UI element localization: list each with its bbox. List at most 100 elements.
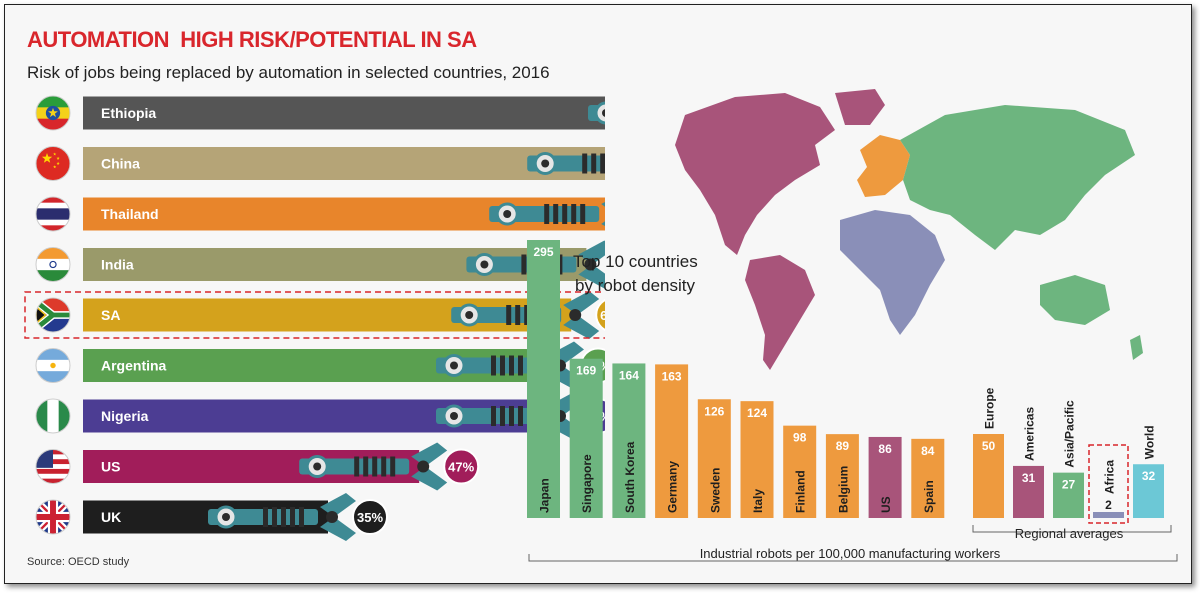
density-bar-group: 89 Belgium (825, 434, 859, 518)
regional-bar-group: 32 World (1133, 425, 1164, 518)
density-bar-group: 84 Spain (911, 438, 945, 518)
risk-value-badge (595, 298, 605, 332)
density-bar (697, 399, 731, 518)
density-category-label: South Korea (623, 441, 637, 513)
density-bar (868, 436, 902, 518)
regional-bar (1013, 465, 1044, 518)
density-bar (612, 363, 646, 518)
page-subtitle: Risk of jobs being replaced by automatio… (27, 63, 550, 82)
risk-value-badge (443, 448, 480, 485)
density-value-label: 169 (576, 364, 596, 378)
regional-bar (973, 434, 1004, 518)
africa-highlight-box (1088, 444, 1129, 524)
map-asia (900, 105, 1135, 250)
density-category-label: Finland (794, 470, 808, 513)
density-category-label: Spain (922, 480, 936, 513)
density-bar-group: 124 Italy (740, 401, 774, 518)
density-axis-bracket (528, 554, 1178, 562)
density-bar (825, 434, 859, 518)
density-value-label: 295 (533, 245, 553, 259)
regional-bar (1053, 472, 1084, 518)
density-bar-group: 164 South Korea (612, 363, 646, 518)
density-bar (911, 438, 945, 518)
density-value-label: 126 (704, 404, 724, 418)
density-bar (740, 401, 774, 518)
regional-bar-group: 31 Americas (1013, 407, 1044, 518)
regional-category-label: Asia/Pacific (1063, 400, 1077, 468)
infographic-frame: AUTOMATION HIGH RISK/POTENTIAL IN SA Ris… (4, 4, 1192, 584)
risk-row: Ethiopia85% (35, 95, 605, 131)
risk-category-label: SA (101, 307, 120, 323)
regional-value-label: 32 (1142, 469, 1156, 483)
regional-bar-group: 2 Africa (1088, 444, 1129, 524)
density-bar-group: 295 Japan (527, 240, 560, 518)
density-category-label: Germany (666, 461, 680, 513)
risk-value-label: 47% (448, 460, 474, 475)
density-category-label: Japan (538, 478, 552, 513)
regional-bar (1133, 464, 1164, 518)
risk-row: India69% (35, 240, 605, 289)
density-axis-label: Industrial robots per 100,000 manufactur… (700, 546, 1001, 561)
source-note: Source: OECD study (27, 556, 130, 568)
density-category-label: Singapore (580, 454, 594, 513)
density-value-label: 163 (662, 369, 682, 383)
density-bar-group: 163 Germany (655, 364, 689, 518)
density-bar (783, 425, 817, 518)
map-north-america (675, 93, 835, 255)
risk-value-label: 67% (600, 308, 605, 323)
density-bar (527, 240, 560, 518)
density-category-label: Sweden (708, 468, 722, 513)
map-south-america (745, 255, 815, 370)
regional-bracket (972, 525, 1172, 533)
regional-category-label: Europe (983, 387, 997, 429)
density-category-label: Belgium (836, 466, 850, 513)
world-map (645, 85, 1165, 385)
risk-row: SA 67% (24, 291, 605, 339)
density-bar-group: 126 Sweden (697, 399, 731, 518)
density-title-line1: Top 10 countries (573, 252, 698, 271)
density-bar-group: 86 US (868, 436, 902, 518)
regional-category-label: Americas (1023, 407, 1037, 461)
map-australia (1040, 275, 1110, 325)
regional-value-label: 31 (1022, 471, 1036, 485)
risk-category-label: Ethiopia (101, 105, 156, 121)
regional-averages-label: Regional averages (1015, 526, 1124, 541)
risk-category-label: India (101, 257, 134, 273)
density-value-label: 164 (619, 368, 639, 382)
density-category-label: Italy (751, 489, 765, 513)
risk-row: US 47% (35, 442, 480, 491)
density-title-line2: by robot density (575, 276, 696, 295)
risk-value-label: 35% (357, 510, 383, 525)
risk-bar (83, 96, 605, 130)
map-africa (840, 210, 945, 335)
page-title: AUTOMATION HIGH RISK/POTENTIAL IN SA (27, 27, 477, 52)
regional-value-label: 27 (1062, 478, 1076, 492)
density-bar-group: 98 Finland (783, 425, 817, 518)
density-bar (569, 358, 603, 518)
regional-category-label: Africa (1103, 460, 1117, 494)
density-value-label: 89 (836, 439, 850, 453)
risk-category-label: China (101, 156, 140, 172)
risk-category-label: Nigeria (101, 408, 149, 424)
regional-bar-group: 50 Europe (973, 387, 1004, 518)
risk-row: UK 35% (35, 493, 388, 541)
risk-bar (83, 147, 605, 180)
risk-row: China77% (35, 146, 605, 181)
regional-category-label: World (1143, 425, 1157, 459)
risk-category-label: UK (101, 509, 121, 525)
map-new-zealand (1130, 335, 1143, 360)
risk-value-badge (352, 499, 388, 535)
risk-category-label: Argentina (101, 358, 167, 374)
map-europe (857, 135, 910, 197)
regional-bar-group: 27 Asia/Pacific (1053, 400, 1084, 518)
density-value-label: 86 (878, 442, 892, 456)
risk-category-label: Thailand (101, 206, 159, 222)
density-value-label: 124 (747, 406, 767, 420)
density-value-label: 98 (793, 431, 807, 445)
map-greenland (835, 89, 885, 125)
density-category-label: US (879, 496, 893, 513)
regional-value-label: 50 (982, 439, 996, 453)
regional-value-label: 2 (1105, 498, 1112, 512)
regional-bar (1093, 512, 1124, 518)
risk-row: Thailand72% (35, 196, 605, 232)
